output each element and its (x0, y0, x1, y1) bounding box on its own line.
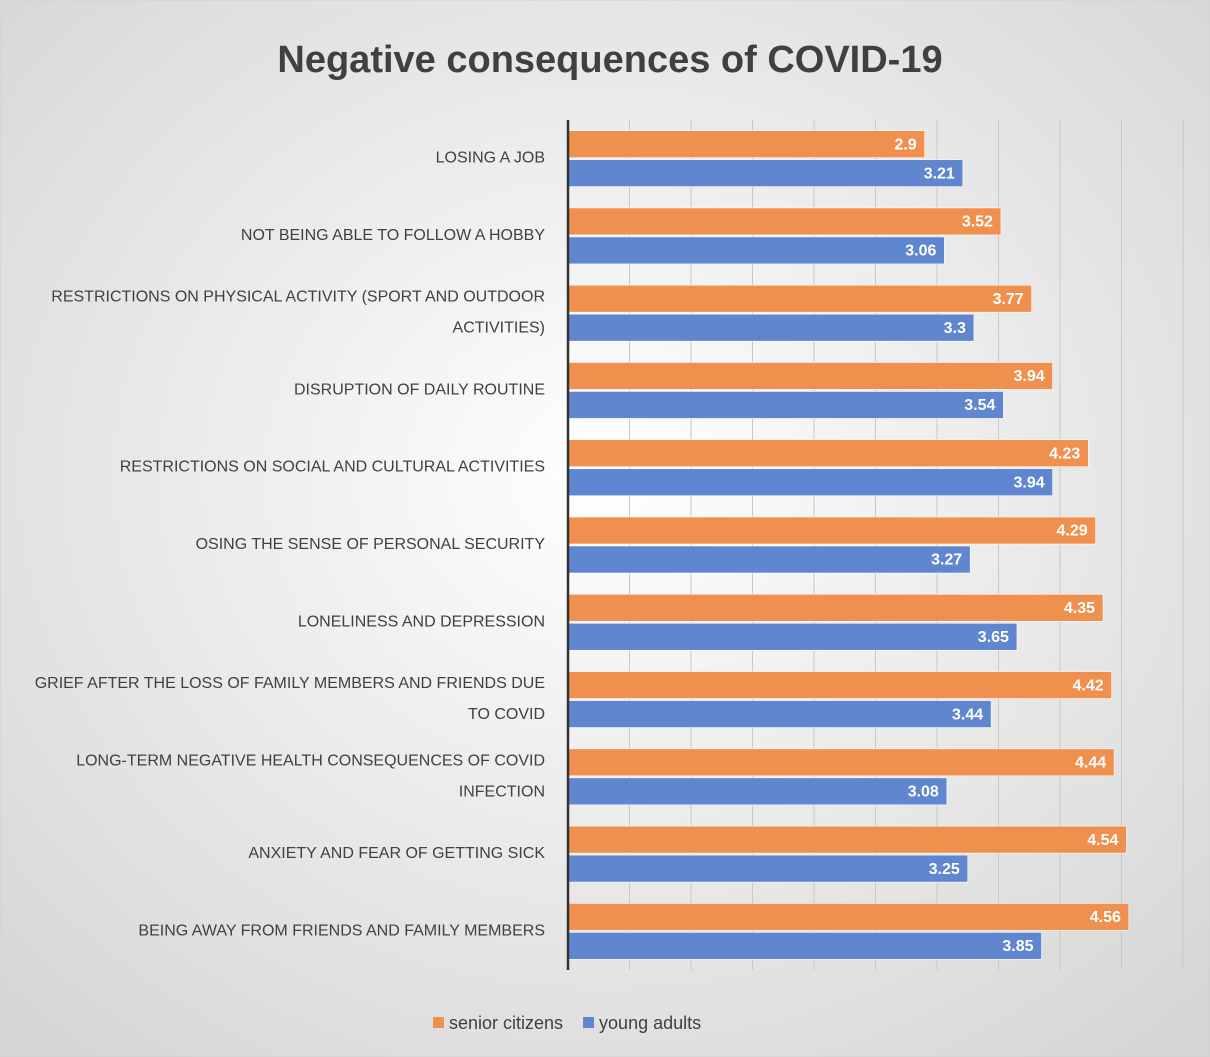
y-tick-label: LONELINESS AND DEPRESSION (298, 613, 545, 630)
value-label: 3.21 (924, 165, 955, 182)
chart-title: Negative consequences of COVID-19 (277, 39, 942, 81)
value-label: 3.52 (962, 214, 993, 231)
bar (567, 516, 1096, 545)
bar (567, 468, 1053, 497)
bar (567, 439, 1089, 468)
y-tick-label: GRIEF AFTER THE LOSS OF FAMILY MEMBERS A… (35, 675, 545, 723)
value-label: 4.42 (1073, 677, 1104, 694)
bar (567, 313, 975, 342)
legend-swatch (433, 1017, 444, 1028)
bar (567, 671, 1112, 699)
value-label: 3.06 (905, 243, 936, 260)
value-label: 3.44 (952, 706, 983, 723)
legend: senior citizens young adults (433, 1013, 701, 1033)
bar (567, 700, 992, 728)
bar (567, 903, 1130, 931)
y-tick-label: LONG-TERM NEGATIVE HEALTH CONSEQUENCES O… (76, 753, 545, 801)
bar (567, 854, 969, 883)
bar (567, 130, 926, 158)
value-label: 4.35 (1064, 600, 1095, 617)
bar (567, 825, 1127, 854)
bar (567, 545, 971, 574)
value-label: 3.94 (1013, 368, 1044, 385)
value-label: 3.94 (1013, 474, 1044, 491)
bar (567, 207, 1002, 236)
legend-swatch (583, 1017, 595, 1028)
y-tick-label: RESTRICTIONS ON PHYSICAL ACTIVITY (SPORT… (51, 289, 545, 337)
value-label: 4.54 (1087, 832, 1118, 849)
bar (567, 777, 948, 806)
y-tick-label: ANXIETY AND FEAR OF GETTING SICK (248, 845, 545, 862)
legend-label: senior citizens (449, 1013, 563, 1033)
y-tick-label: DISRUPTION OF DAILY ROUTINE (294, 382, 545, 399)
value-label: 3.54 (964, 397, 995, 414)
bar (567, 748, 1115, 777)
value-label: 4.29 (1057, 523, 1088, 540)
legend-label: young adults (599, 1013, 701, 1033)
bar (567, 622, 1018, 651)
value-label: 3.08 (908, 784, 939, 801)
bar (567, 391, 1004, 419)
value-label: 3.3 (944, 320, 966, 337)
value-label: 4.56 (1090, 909, 1121, 926)
y-tick-label: RESTRICTIONS ON SOCIAL AND CULTURAL ACTI… (120, 459, 545, 476)
bar (567, 236, 945, 265)
bar (567, 932, 1042, 960)
bar (567, 593, 1104, 622)
bar (567, 159, 964, 187)
y-tick-label: LOSING A JOB (436, 150, 545, 167)
value-label: 3.77 (993, 291, 1024, 308)
value-label: 4.44 (1075, 755, 1106, 772)
value-label: 2.9 (894, 136, 916, 153)
y-tick-label: NOT BEING ABLE TO FOLLOW A HOBBY (241, 227, 545, 244)
bar (567, 284, 1033, 313)
value-label: 3.65 (978, 629, 1009, 646)
y-tick-label: BEING AWAY FROM FRIENDS AND FAMILY MEMBE… (138, 923, 545, 940)
value-label: 3.25 (929, 861, 960, 878)
value-label: 3.85 (1002, 938, 1033, 955)
bar (567, 362, 1053, 390)
y-tick-label: OSING THE SENSE OF PERSONAL SECURITY (196, 536, 546, 553)
value-label: 3.27 (931, 552, 962, 569)
value-label: 4.23 (1049, 445, 1080, 462)
